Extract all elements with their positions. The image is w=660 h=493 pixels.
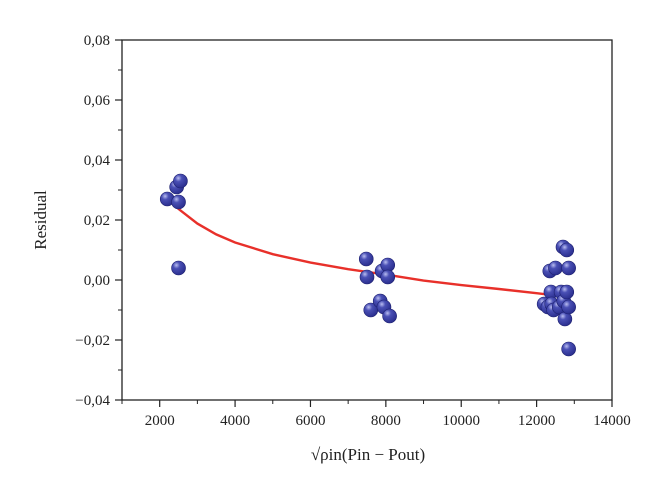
data-point xyxy=(559,242,575,258)
fit-curve-layer xyxy=(166,195,567,298)
data-point xyxy=(358,251,374,267)
y-tick-label: 0,00 xyxy=(84,273,110,289)
data-point xyxy=(382,308,397,324)
data-point xyxy=(359,269,375,285)
x-tick-label: 4000 xyxy=(220,413,250,429)
data-point xyxy=(561,260,576,276)
axis-ticks-layer: 2000 4000 6000 8000 10000 12000 14000 −0,04 −0,0… xyxy=(75,33,630,429)
y-tick-label: −0,02 xyxy=(75,333,110,349)
y-axis-title: Residual xyxy=(31,190,50,250)
data-point xyxy=(559,284,575,300)
y-tick-label: 0,06 xyxy=(84,93,111,109)
x-tick-label: 14000 xyxy=(593,413,631,429)
data-point xyxy=(561,341,576,357)
data-point xyxy=(173,173,188,189)
data-point xyxy=(171,194,186,210)
y-tick-label: 0,02 xyxy=(84,213,110,229)
plot-frame xyxy=(121,39,613,401)
x-tick-label: 10000 xyxy=(442,413,480,429)
plot-border xyxy=(121,39,613,401)
y-tick-label: −0,04 xyxy=(75,393,110,409)
data-points-layer xyxy=(159,173,576,357)
data-point xyxy=(561,299,576,315)
x-axis-title: √ρin(Pin − Pout) xyxy=(311,445,425,464)
fit-curve xyxy=(166,195,567,298)
x-tick-label: 6000 xyxy=(295,413,325,429)
x-tick-label: 12000 xyxy=(518,413,556,429)
data-point xyxy=(548,260,563,276)
x-tick-label: 2000 xyxy=(145,413,175,429)
x-tick-label: 8000 xyxy=(371,413,401,429)
data-point xyxy=(380,269,396,285)
data-point xyxy=(171,260,186,276)
y-tick-label: 0,04 xyxy=(84,153,111,169)
y-tick-label: 0,08 xyxy=(84,33,110,49)
